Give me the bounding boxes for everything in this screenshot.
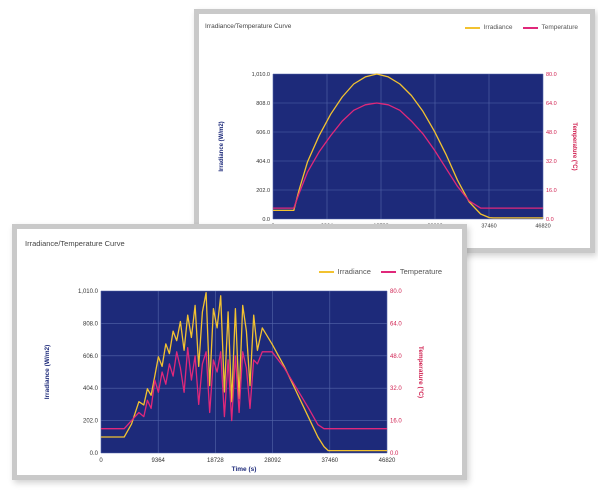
- legend-swatch-irradiance: [464, 26, 480, 29]
- legend-swatch-irradiance: [318, 270, 334, 273]
- x-tick-label: 0: [99, 458, 103, 464]
- y-left-tick-label: 808.0: [83, 321, 99, 327]
- y-left-tick-label: 1,010.0: [78, 289, 99, 295]
- y-left-tick-label: 808.0: [256, 101, 270, 107]
- legend-item-irradiance: Irradiance: [318, 267, 371, 276]
- legend-label-irradiance: Irradiance: [337, 267, 371, 276]
- y-left-tick-label: 202.0: [256, 188, 270, 194]
- y-left-tick-label: 606.0: [83, 354, 99, 360]
- front-chart-panel: Irradiance/Temperature Curve Irradiance …: [12, 224, 467, 480]
- x-tick-label: 37460: [481, 224, 496, 230]
- x-tick-label: 9364: [152, 458, 166, 464]
- x-tick-label: 46820: [379, 458, 396, 464]
- chart-title: Irradiance/Temperature Curve: [25, 239, 125, 248]
- series-line-irradiance: [101, 291, 387, 452]
- y-right-tick-label: 48.0: [390, 354, 402, 360]
- y-left-tick-label: 404.0: [83, 386, 99, 392]
- y-right-tick-label: 80.0: [546, 72, 557, 78]
- y-left-tick-label: 202.0: [83, 419, 99, 425]
- y-left-tick-label: 606.0: [256, 130, 270, 136]
- x-axis-label: Time (s): [232, 466, 257, 473]
- x-tick-label: 46820: [535, 224, 550, 230]
- series-line-irradiance: [273, 73, 543, 219]
- chart-legend: Irradiance Temperature: [318, 267, 442, 276]
- legend-item-temperature: Temperature: [380, 267, 442, 276]
- y-right-axis-label: Temperature (°C): [571, 122, 577, 170]
- y-left-tick-label: 404.0: [256, 159, 270, 165]
- legend-swatch-temperature: [522, 26, 538, 29]
- series-line-temperature: [101, 347, 387, 430]
- chart-legend: Irradiance Temperature: [464, 24, 579, 31]
- legend-label-temperature: Temperature: [541, 24, 579, 31]
- series-line-temperature: [273, 102, 543, 209]
- legend-item-irradiance: Irradiance: [464, 24, 513, 31]
- y-right-tick-label: 16.0: [390, 419, 402, 425]
- y-right-tick-label: 0.0: [546, 217, 554, 223]
- legend-item-temperature: Temperature: [522, 24, 579, 31]
- plot-area: [273, 74, 543, 219]
- y-right-tick-label: 32.0: [546, 159, 557, 165]
- chart-title: Irradiance/Temperature Curve: [205, 23, 292, 30]
- y-left-axis-label: Irradiance (W/m2): [219, 121, 225, 171]
- y-right-tick-label: 16.0: [546, 188, 557, 194]
- y-right-tick-label: 80.0: [390, 289, 402, 295]
- x-tick-label: 37460: [321, 458, 338, 464]
- y-right-axis-label: Temperature (°C): [417, 346, 425, 398]
- y-left-tick-label: 0.0: [262, 217, 270, 223]
- legend-label-irradiance: Irradiance: [483, 24, 513, 31]
- y-right-tick-label: 64.0: [390, 321, 402, 327]
- back-chart-panel: Irradiance/Temperature Curve Irradiance …: [194, 9, 595, 253]
- legend-swatch-temperature: [380, 270, 396, 273]
- y-left-axis-label: Irradiance (W/m2): [44, 345, 51, 400]
- x-tick-label: 28092: [264, 458, 281, 464]
- y-right-tick-label: 48.0: [546, 130, 557, 136]
- y-left-tick-label: 1,010.0: [252, 72, 270, 78]
- x-tick-label: 18728: [207, 458, 224, 464]
- legend-label-temperature: Temperature: [399, 267, 442, 276]
- y-right-tick-label: 32.0: [390, 386, 402, 392]
- back-chart-svg: 09364187282809237460468200.00.0202.016.0…: [219, 72, 577, 230]
- y-right-tick-label: 0.0: [390, 451, 399, 457]
- y-left-tick-label: 0.0: [90, 451, 99, 457]
- y-right-tick-label: 64.0: [546, 101, 557, 107]
